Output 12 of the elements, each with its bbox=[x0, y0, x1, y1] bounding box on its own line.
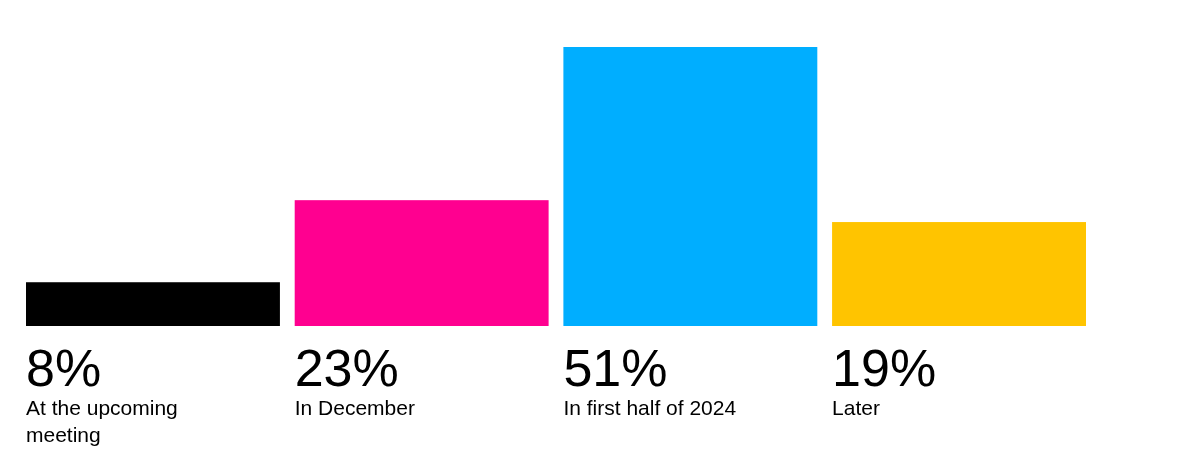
x-tick-label: In first half of 2024 bbox=[563, 396, 737, 419]
x-tick-label: In December bbox=[294, 396, 415, 419]
bar bbox=[563, 47, 818, 326]
bar bbox=[294, 200, 549, 326]
x-tick-label: At the upcoming meeting bbox=[26, 396, 178, 446]
data-label: 51% bbox=[563, 339, 668, 397]
bar bbox=[26, 282, 280, 326]
data-label: 19% bbox=[832, 339, 937, 397]
x-tick-label: Later bbox=[832, 396, 880, 419]
data-label: 8% bbox=[26, 339, 102, 397]
data-label: 23% bbox=[294, 339, 399, 397]
bar bbox=[832, 222, 1086, 326]
